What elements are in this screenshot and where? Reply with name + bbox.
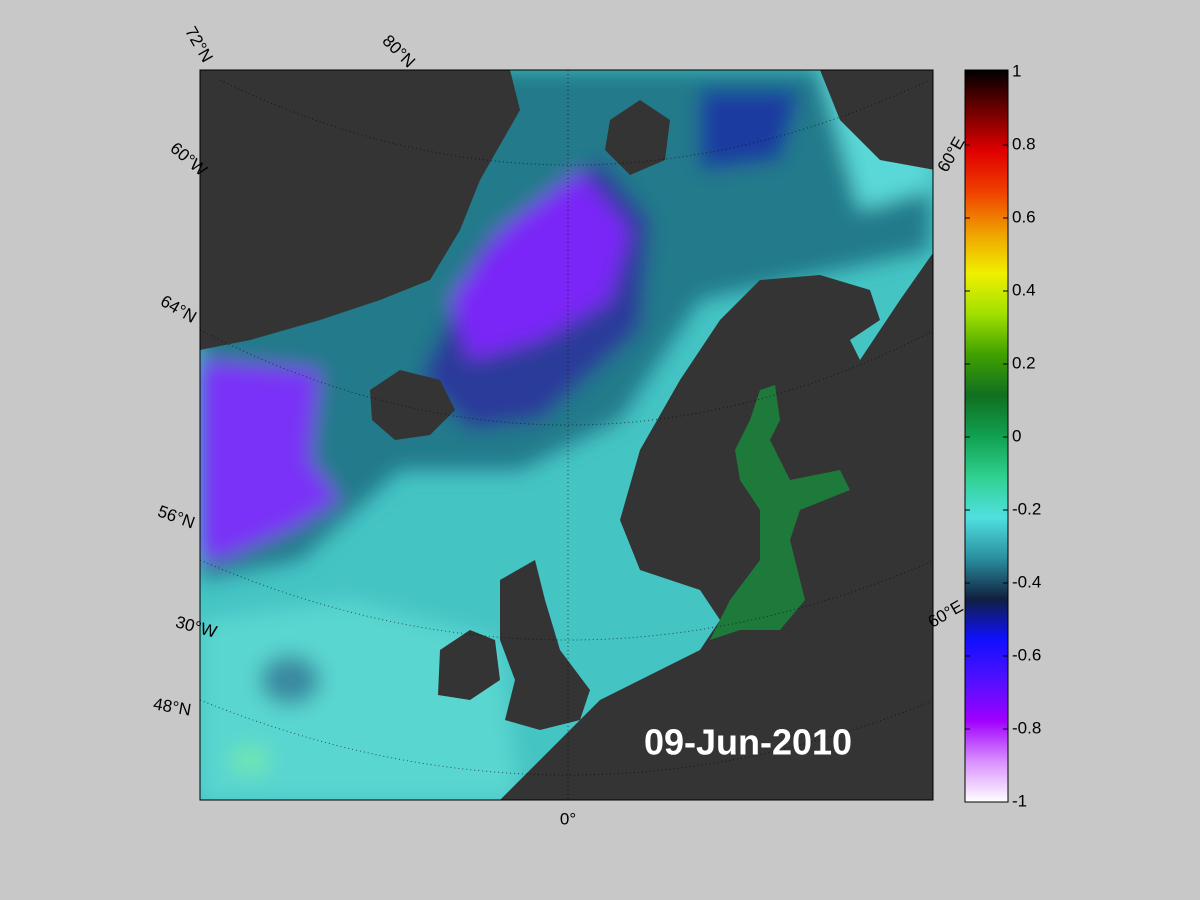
graticule bbox=[200, 70, 933, 800]
colorbar-tick-label: 0.4 bbox=[1012, 280, 1036, 299]
colorbar-tick-label: -0.6 bbox=[1012, 645, 1041, 664]
colorbar-tick-label: 1 bbox=[1012, 61, 1021, 80]
baltic bbox=[710, 385, 850, 640]
date: 09-Jun-2010 bbox=[644, 722, 852, 763]
colorbar-tick-label: 0 bbox=[1012, 426, 1021, 445]
colorbar-tick-label: -1 bbox=[1012, 791, 1027, 810]
colorbar-ticks: 1 0.8 0.6 0.4 0.2 0 -0.2 -0.4 -0.6 -0.8 -1 bbox=[965, 61, 1041, 810]
colorbar-tick-label: 0.8 bbox=[1012, 134, 1036, 153]
colorbar-tick-label: -0.8 bbox=[1012, 718, 1041, 737]
map-label: 56°N bbox=[155, 502, 197, 533]
colorbar-tick-label: 0.6 bbox=[1012, 207, 1036, 226]
map-label: 80°N bbox=[379, 31, 419, 71]
colorbar-tick-label: -0.4 bbox=[1012, 572, 1041, 591]
map-label: 64°N bbox=[157, 291, 199, 326]
land bbox=[200, 70, 933, 800]
map-label: 72°N bbox=[181, 23, 216, 65]
colorbar-tick-label: 0.2 bbox=[1012, 353, 1036, 372]
map-label: 0° bbox=[560, 809, 576, 828]
map-label: 48°N bbox=[152, 694, 193, 719]
colorbar bbox=[964, 69, 1009, 803]
colorbar-tick-label: -0.2 bbox=[1012, 499, 1041, 518]
map-frame bbox=[199, 69, 934, 801]
map: 09-Jun-2010 bbox=[200, 70, 933, 800]
map-label: 60°E bbox=[934, 134, 969, 176]
